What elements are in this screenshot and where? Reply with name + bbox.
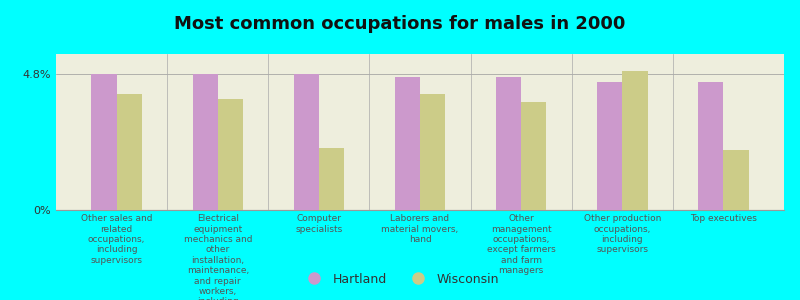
- Bar: [117, 94, 142, 210]
- Bar: [218, 99, 243, 210]
- Bar: [521, 102, 546, 210]
- Bar: [723, 150, 749, 210]
- Bar: [294, 74, 319, 210]
- Text: Most common occupations for males in 2000: Most common occupations for males in 200…: [174, 15, 626, 33]
- Bar: [319, 148, 344, 210]
- Bar: [193, 74, 218, 210]
- Bar: [91, 74, 117, 210]
- Bar: [622, 71, 647, 210]
- Legend: Hartland, Wisconsin: Hartland, Wisconsin: [296, 268, 504, 291]
- Bar: [420, 94, 446, 210]
- Bar: [698, 82, 723, 210]
- Bar: [394, 77, 420, 210]
- Bar: [496, 77, 521, 210]
- Bar: [597, 82, 622, 210]
